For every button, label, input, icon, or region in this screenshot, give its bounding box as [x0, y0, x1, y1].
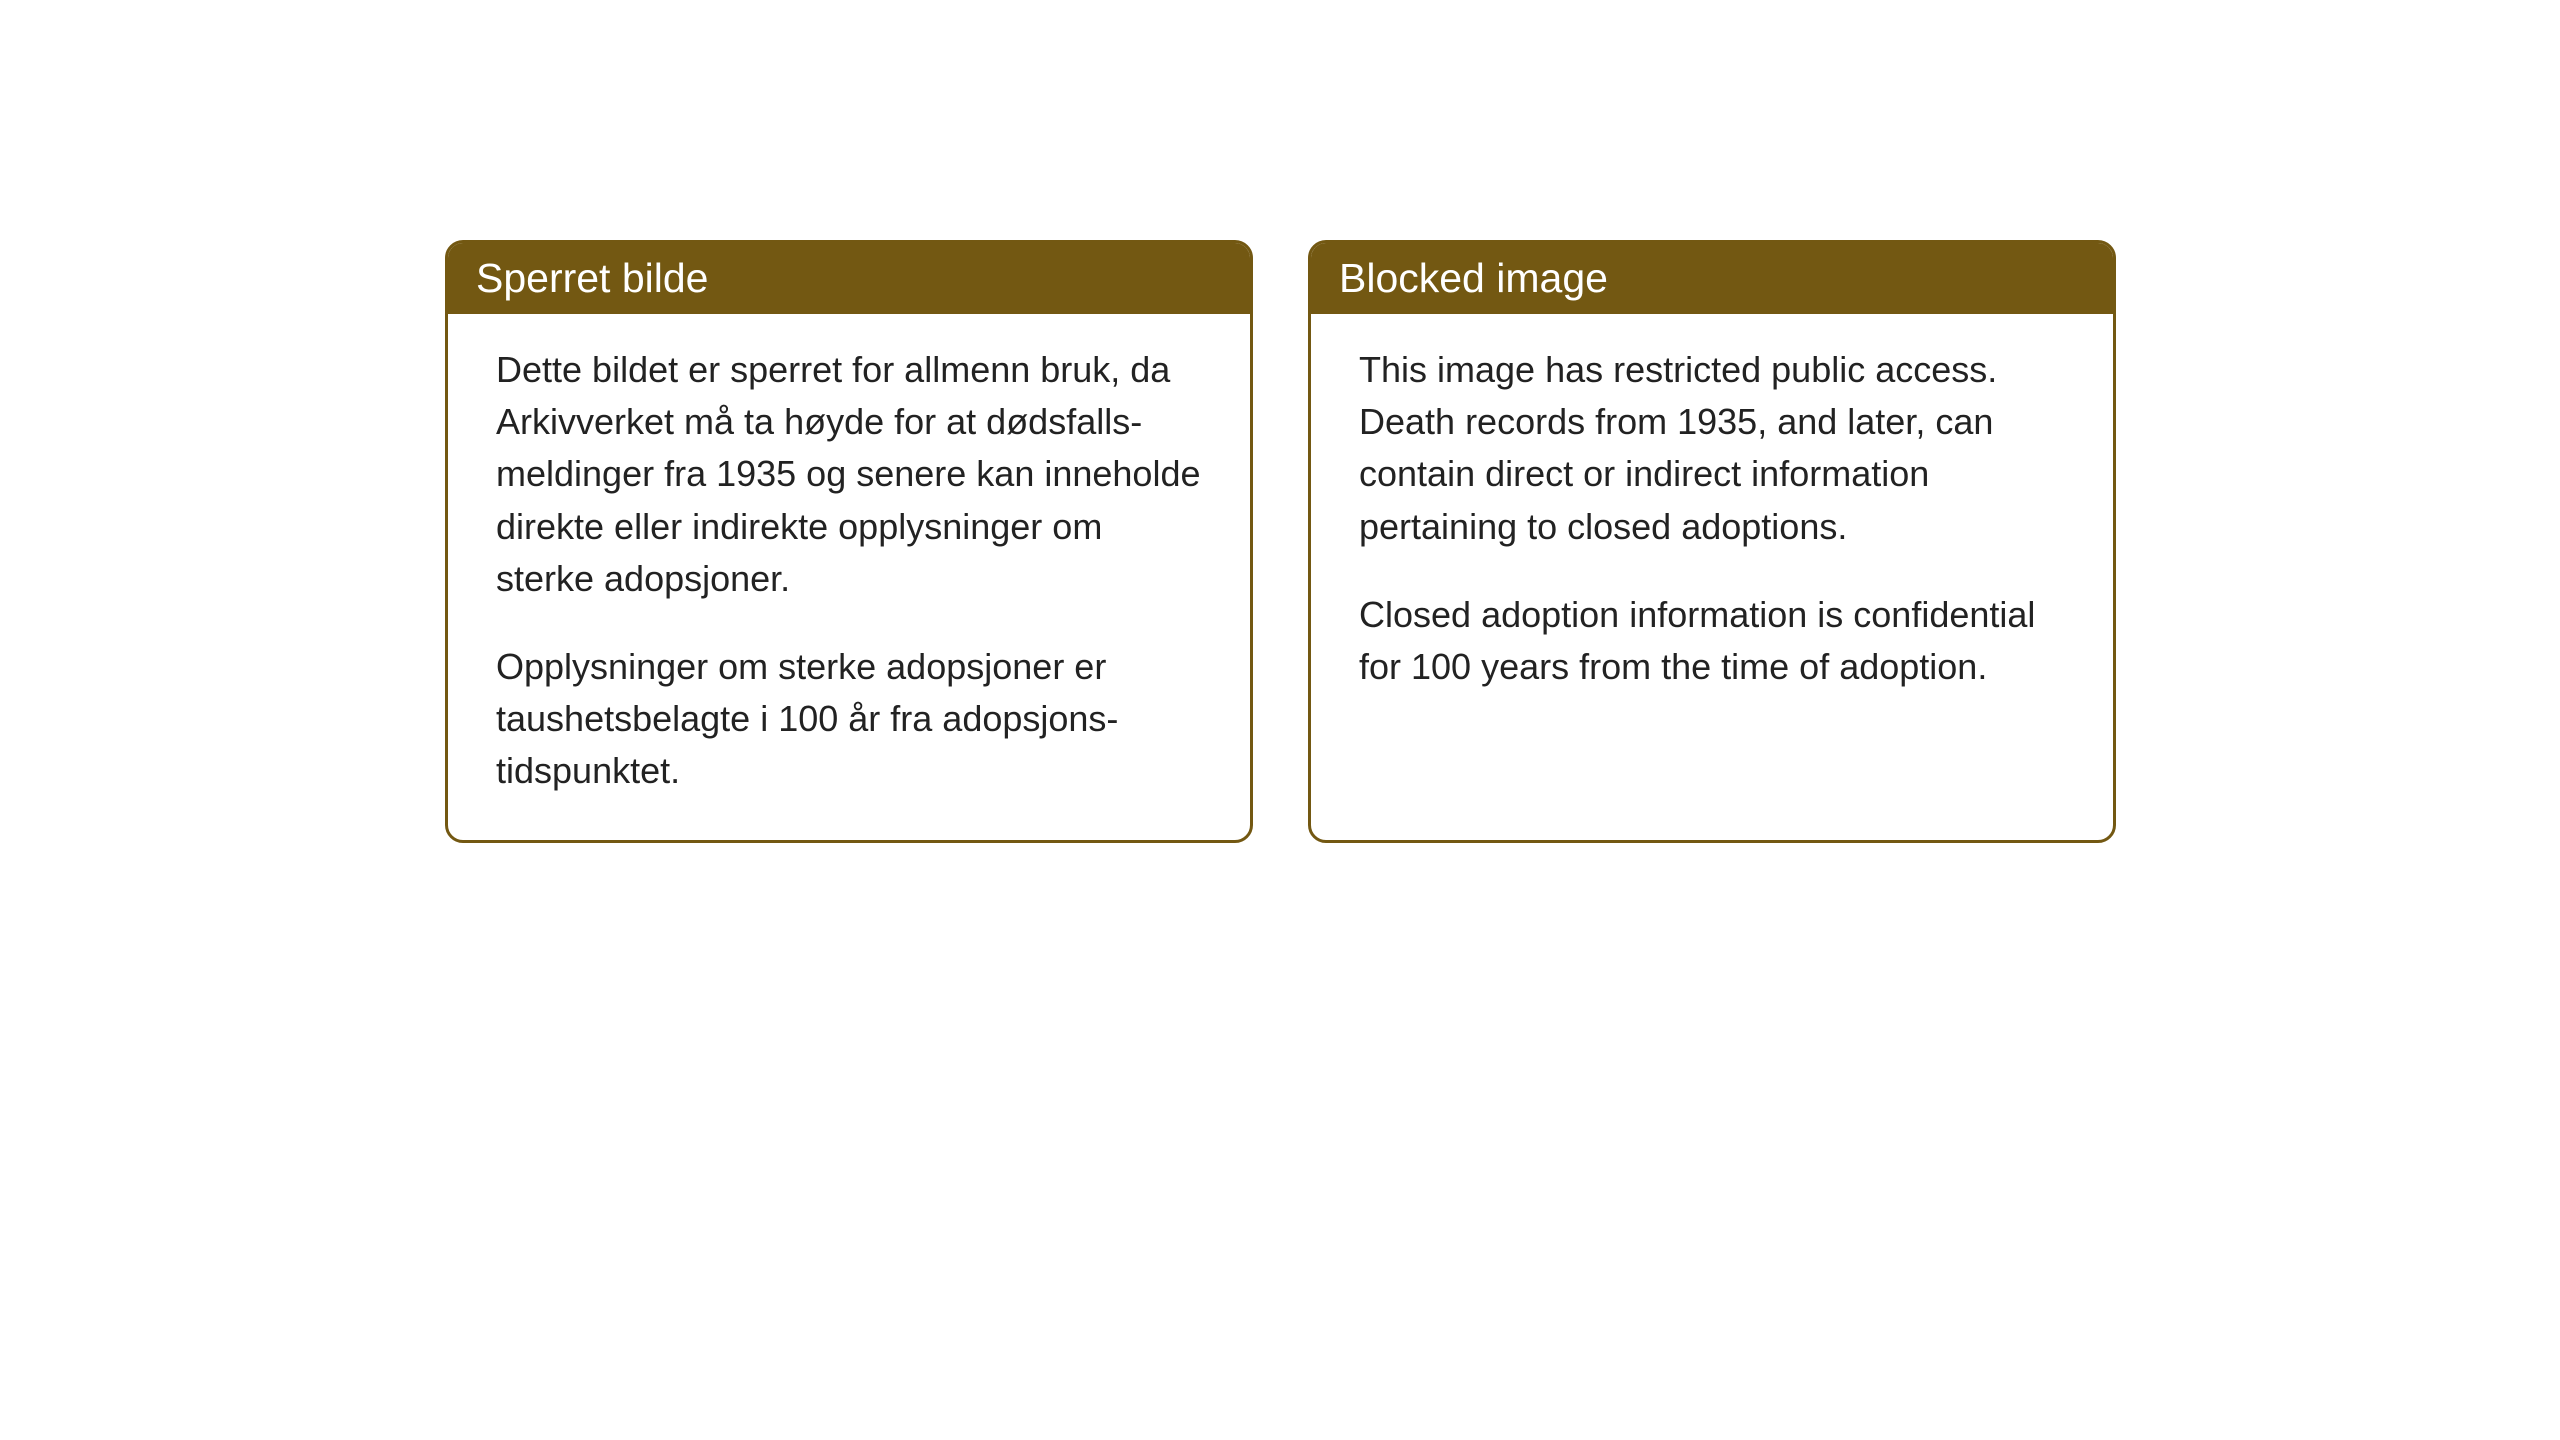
card-title: Sperret bilde [476, 255, 708, 301]
notice-card-norwegian: Sperret bilde Dette bildet er sperret fo… [445, 240, 1253, 843]
card-paragraph: Opplysninger om sterke adopsjoner er tau… [496, 641, 1202, 798]
card-header-norwegian: Sperret bilde [448, 243, 1250, 314]
card-title: Blocked image [1339, 255, 1608, 301]
card-paragraph: This image has restricted public access.… [1359, 344, 2065, 553]
card-header-english: Blocked image [1311, 243, 2113, 314]
card-body-english: This image has restricted public access.… [1311, 314, 2113, 735]
notice-container: Sperret bilde Dette bildet er sperret fo… [445, 240, 2116, 843]
card-paragraph: Closed adoption information is confident… [1359, 589, 2065, 693]
notice-card-english: Blocked image This image has restricted … [1308, 240, 2116, 843]
card-body-norwegian: Dette bildet er sperret for allmenn bruk… [448, 314, 1250, 840]
card-paragraph: Dette bildet er sperret for allmenn bruk… [496, 344, 1202, 605]
